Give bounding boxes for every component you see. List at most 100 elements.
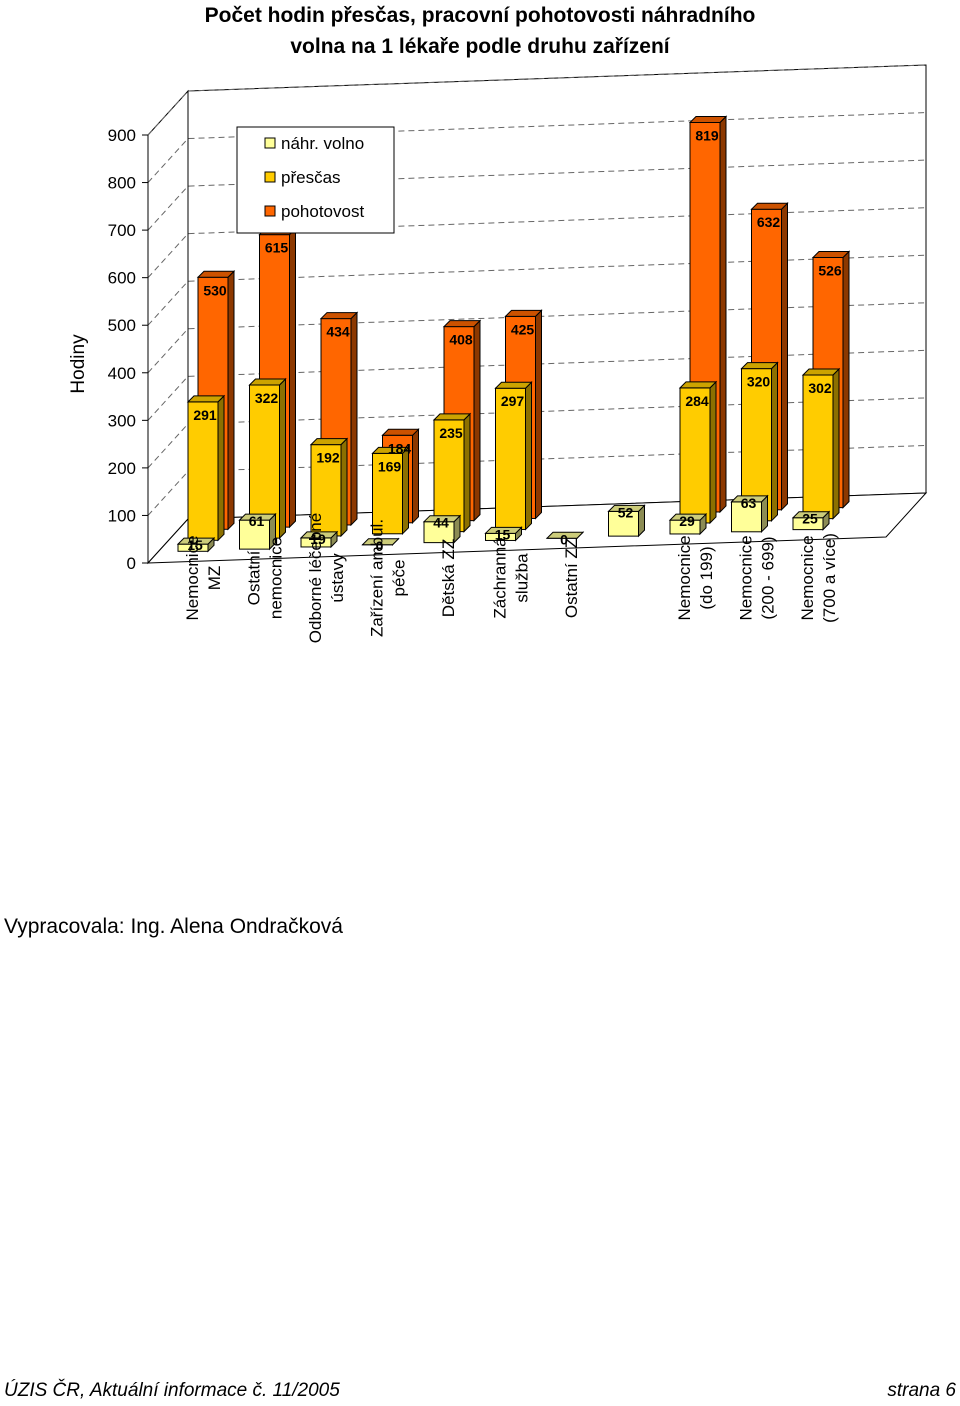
footer-source: ÚZIS ČR, Aktuální informace č. 11/2005 <box>4 1380 340 1401</box>
bar-top <box>791 511 831 519</box>
x-axis: Nemocnice MZ Ostatní nemocnice Odborné léčeb… <box>183 513 839 643</box>
bar-front <box>310 444 342 537</box>
bar-side <box>525 381 532 531</box>
data-label: 192 <box>316 450 340 466</box>
gridline <box>147 112 927 183</box>
data-label: 52 <box>618 504 634 520</box>
bar <box>791 510 831 531</box>
y-tick-label: 100 <box>108 506 136 525</box>
y-axis: 0 100 200 300 400 500 600 700 800 900 Hodiny <box>68 126 149 573</box>
bar-top <box>801 368 841 376</box>
x-tick-label: Nemocnice (do 199) <box>675 535 716 620</box>
bar-side <box>227 270 235 531</box>
bar-side <box>412 428 419 525</box>
bar-top <box>432 413 472 421</box>
x-tick-label: Odborné léčebné ústavy <box>306 513 347 643</box>
data-label: 408 <box>449 332 473 348</box>
x-tick-label-line: ústavy <box>328 553 347 603</box>
y-tick-label: 500 <box>108 316 136 335</box>
data-label: 302 <box>808 380 832 396</box>
bar-side <box>402 446 409 536</box>
x-tick-label: Záchranná služba <box>491 537 532 619</box>
bar-top <box>319 312 359 320</box>
gridline <box>147 64 927 136</box>
x-tick-label-line: (700 a více) <box>820 533 839 623</box>
bar-top <box>238 513 277 521</box>
x-tick-label-line: péče <box>390 560 409 597</box>
legend-box <box>236 126 395 234</box>
bar-top <box>186 395 226 403</box>
gridline <box>147 159 927 231</box>
y-tick-label: 400 <box>108 364 136 383</box>
data-label: 184 <box>388 440 412 456</box>
bar <box>176 536 216 553</box>
x-tick-label-line: služba <box>513 553 532 603</box>
x-tick-label-line: Dětská ZZ <box>439 539 458 617</box>
y-tick-label: 700 <box>108 221 136 240</box>
legend-swatch <box>264 205 276 217</box>
bar-side <box>709 380 717 525</box>
y-tick-label: 200 <box>108 459 136 478</box>
bar <box>422 514 462 544</box>
bar-top <box>442 320 482 328</box>
x-tick-label-line: (200 - 699) <box>759 536 778 619</box>
bar-side <box>340 437 348 538</box>
bar-top <box>361 538 400 546</box>
data-label: 15 <box>187 537 203 553</box>
chart-title-line-1: Počet hodin přesčas, pracovní pohotovost… <box>204 4 756 27</box>
gridline <box>147 207 927 279</box>
y-tick-label: 300 <box>108 411 136 430</box>
data-labels: 530 615 434 184 408 425 819 632 526 291 322 192 169 2… <box>187 127 842 553</box>
x-tick-label: Ostatní ZZ <box>562 538 581 618</box>
bar <box>361 537 400 547</box>
x-tick-label: Nemocnice (200 - 699) <box>737 535 778 620</box>
bar-front <box>495 387 526 530</box>
bar-top <box>371 446 410 454</box>
bar <box>730 494 769 534</box>
bar-top <box>678 381 718 389</box>
data-label: 15 <box>495 526 511 542</box>
chart-title: Počet hodin přesčas, pracovní pohotovost… <box>120 0 840 62</box>
bar-front <box>679 387 711 524</box>
bar <box>238 512 277 551</box>
x-tick-label-line: Ostatní ZZ <box>562 538 581 618</box>
legend-swatch <box>264 137 276 149</box>
data-label: 235 <box>439 425 463 441</box>
data-label: 615 <box>265 240 289 256</box>
bar <box>186 394 226 542</box>
bar-top <box>248 378 287 386</box>
bar-front <box>372 452 403 535</box>
data-label: 61 <box>249 513 265 529</box>
bar-top <box>422 515 462 523</box>
x-tick-label: Zařízení ambul. péče <box>368 519 409 637</box>
y-tick-label: 800 <box>108 174 136 193</box>
gridline <box>147 254 927 326</box>
legend-label: pohotovost <box>281 202 364 221</box>
bar <box>494 381 533 531</box>
x-tick-label-line: (do 199) <box>697 546 716 609</box>
x-tick-label-line: Ostatní <box>245 550 264 605</box>
author-note: Vypracovala: Ing. Alena Ondračková <box>4 915 343 938</box>
bar <box>607 504 646 538</box>
data-label: 0 <box>560 531 568 547</box>
bar-top <box>494 381 533 389</box>
bar-top <box>504 309 543 317</box>
bar-side <box>535 309 542 520</box>
x-tick-label-line: Nemocnice <box>183 535 202 620</box>
chart-title-line-2: volna na 1 lékaře podle druhu zařízení <box>290 35 670 58</box>
bar-side <box>771 361 778 523</box>
data-label: 819 <box>695 127 719 143</box>
bar <box>371 446 410 536</box>
bar-top <box>688 115 728 123</box>
data-label: 25 <box>802 511 818 527</box>
footer-page: strana 6 <box>887 1380 956 1401</box>
x-tick-label: Nemocnice (700 a více) <box>798 533 839 623</box>
x-tick-label-line: MZ <box>205 566 224 591</box>
bar-side <box>289 227 296 529</box>
x-tick-label-line: Záchranná <box>491 537 510 619</box>
bar-top <box>196 270 236 278</box>
x-tick-label-line: Odborné léčebné <box>306 513 325 643</box>
bar-top <box>730 495 769 503</box>
bar-front <box>187 401 219 541</box>
bar-top <box>381 428 420 436</box>
